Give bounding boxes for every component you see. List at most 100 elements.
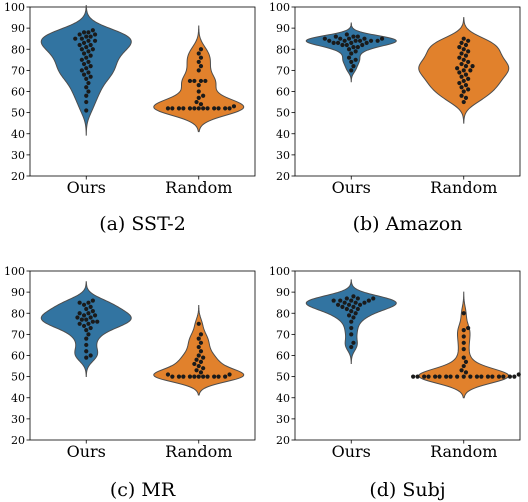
data-point: [463, 42, 469, 48]
data-point: [84, 349, 89, 354]
data-point: [216, 374, 221, 379]
data-point: [84, 355, 89, 360]
y-tick-label: 90: [11, 22, 25, 35]
data-point: [368, 38, 374, 43]
data-point: [468, 68, 473, 73]
data-point: [198, 55, 204, 60]
data-point: [90, 298, 95, 303]
data-point: [340, 42, 345, 48]
data-point: [84, 317, 89, 322]
x-tick-label: Ours: [332, 178, 371, 197]
y-tick-label: 20: [276, 434, 290, 447]
data-point: [77, 32, 82, 37]
data-point: [81, 51, 87, 56]
y-tick-label: 50: [276, 107, 290, 120]
chart-panel: 20 30 40 50 60 70 80 90 100 Ours Random (b) Amazon: [269, 1, 521, 235]
data-point: [455, 66, 460, 71]
data-point: [196, 95, 201, 100]
data-point: [81, 72, 87, 77]
y-tick-label: 20: [11, 434, 25, 447]
x-tick-label: Random: [165, 442, 232, 461]
data-point: [351, 304, 356, 310]
data-point: [355, 296, 360, 301]
data-point: [84, 99, 89, 105]
data-point: [81, 302, 87, 307]
data-point: [331, 298, 336, 303]
y-tick-label: 60: [276, 350, 290, 363]
data-point: [466, 59, 471, 65]
data-point: [84, 76, 89, 81]
data-point: [355, 45, 360, 50]
data-point: [88, 325, 93, 331]
data-point: [351, 64, 356, 69]
data-point: [463, 359, 469, 364]
y-tick-label: 50: [276, 371, 290, 384]
data-point: [196, 321, 201, 326]
data-point: [198, 340, 204, 345]
data-point: [88, 53, 93, 58]
data-point: [466, 38, 471, 43]
data-point: [470, 64, 475, 69]
data-point: [466, 325, 471, 331]
data-point: [342, 38, 347, 43]
data-point: [461, 68, 466, 73]
data-point: [86, 70, 91, 75]
data-point: [84, 328, 89, 333]
y-tick-label: 40: [11, 392, 25, 405]
data-point: [212, 106, 217, 111]
data-point: [86, 300, 91, 305]
data-point: [196, 59, 201, 65]
data-point: [366, 298, 371, 303]
data-point: [346, 313, 352, 318]
data-point: [216, 106, 221, 111]
data-point: [88, 353, 93, 358]
data-point: [346, 55, 352, 60]
data-point: [81, 40, 87, 46]
y-tick-label: 50: [11, 371, 25, 384]
chart-panel: 20 30 40 50 60 70 80 90 100 Ours Random (c) MR: [4, 265, 256, 501]
y-tick-label: 80: [11, 43, 25, 56]
data-point: [461, 355, 466, 360]
data-point: [176, 106, 182, 111]
violin-random: [153, 25, 245, 133]
data-point: [88, 34, 93, 39]
data-point: [349, 51, 354, 56]
data-point: [198, 102, 204, 107]
data-point: [353, 49, 358, 54]
data-point: [165, 372, 171, 377]
data-point: [459, 93, 464, 98]
data-point: [362, 36, 367, 41]
data-point: [205, 106, 210, 111]
data-point: [411, 374, 416, 379]
data-point: [479, 374, 484, 379]
y-tick-label: 100: [4, 265, 25, 278]
data-point: [457, 45, 462, 50]
data-point: [227, 372, 232, 377]
data-point: [344, 42, 349, 48]
x-tick-label: Ours: [67, 178, 106, 197]
data-point: [457, 70, 462, 75]
data-point: [73, 36, 78, 41]
data-point: [201, 93, 206, 98]
data-point: [95, 319, 100, 324]
data-point: [88, 304, 93, 310]
data-point: [349, 309, 354, 314]
data-point: [474, 374, 480, 379]
data-point: [461, 99, 466, 105]
y-tick-label: 100: [269, 265, 290, 278]
subfigure-caption: (c) MR: [110, 479, 176, 501]
data-point: [198, 349, 204, 354]
x-tick-label: Ours: [67, 442, 106, 461]
y-tick-label: 90: [276, 286, 290, 299]
violin-random: [418, 291, 510, 399]
y-tick-label: 70: [276, 64, 290, 77]
data-point: [77, 300, 82, 305]
data-point: [90, 47, 95, 52]
data-point: [77, 311, 82, 316]
data-point: [84, 66, 89, 71]
data-point: [86, 89, 91, 94]
y-tick-label: 20: [11, 170, 25, 183]
data-point: [355, 34, 360, 39]
data-point: [355, 306, 360, 312]
y-tick-label: 100: [4, 1, 25, 14]
